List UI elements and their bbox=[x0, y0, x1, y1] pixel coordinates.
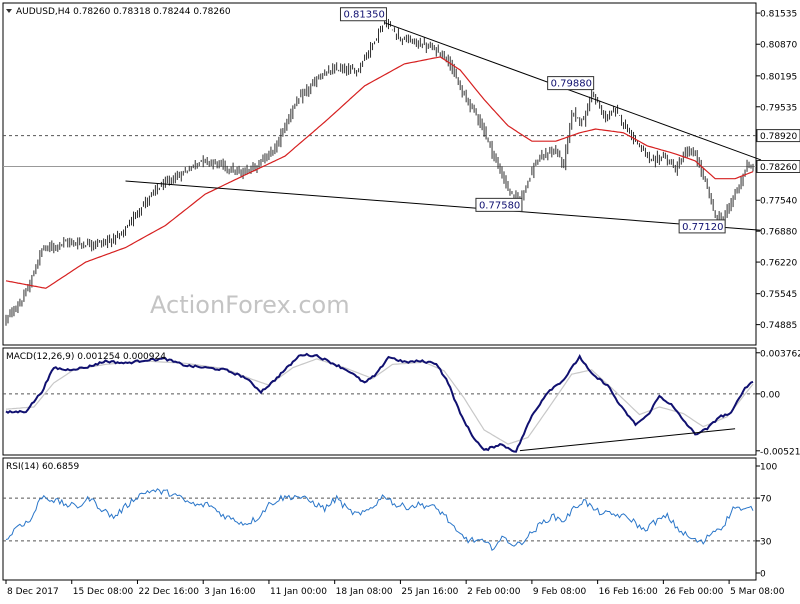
x-tick-label-1: 15 Dec 08:00 bbox=[73, 587, 134, 597]
macd-signal-line bbox=[5, 358, 754, 445]
x-axis: 8 Dec 2017 15 Dec 08:00 22 Dec 16:00 3 Jan … bbox=[5, 580, 785, 597]
macd-pane-frame bbox=[2, 347, 757, 456]
price-y-axis: 0.81535 0.80870 0.80195 0.79535 0.78920 0.782… bbox=[756, 10, 800, 331]
macd-y-tick-label-2: -0.005216 bbox=[760, 447, 800, 457]
price-y-tick-label-10: 0.74885 bbox=[760, 321, 797, 331]
moving-average-line bbox=[5, 56, 754, 289]
price-y-tick-label-4: 0.78920 bbox=[760, 132, 797, 142]
x-tick-label-10: 26 Feb 00:00 bbox=[664, 587, 723, 597]
macd-pane: MACD(12,26,9) 0.001254 0.000924 0.003762 0… bbox=[3, 349, 800, 457]
annotation-label-3: 0.77120 bbox=[682, 222, 723, 233]
macd-trendline bbox=[519, 428, 736, 452]
annotation-box-0 bbox=[339, 7, 387, 22]
rsi-y-tick-label-2: 30 bbox=[760, 537, 772, 547]
price-trendline-0 bbox=[384, 22, 762, 161]
x-tick-label-2: 22 Dec 16:00 bbox=[138, 587, 199, 597]
annotation-box-2 bbox=[475, 197, 523, 212]
price-y-tick-label-1: 0.80870 bbox=[760, 41, 797, 51]
macd-title: MACD(12,26,9) 0.001254 0.000924 bbox=[6, 352, 166, 362]
macd-main-line bbox=[5, 352, 754, 453]
x-tick-label-7: 2 Feb 00:00 bbox=[467, 587, 521, 597]
price-y-tick-label-0: 0.81535 bbox=[760, 10, 797, 20]
rsi-y-tick-label-1: 70 bbox=[760, 495, 772, 505]
x-tick-label-8: 9 Feb 08:00 bbox=[533, 587, 587, 597]
price-trendline-1 bbox=[125, 180, 762, 231]
header-dropdown-icon bbox=[6, 9, 12, 13]
header-symbol-line: AUDUSD,H4 0.78260 0.78318 0.78244 0.7826… bbox=[16, 7, 231, 17]
price-y-tick-label-3: 0.79535 bbox=[760, 103, 797, 113]
x-tick-label-0: 8 Dec 2017 bbox=[7, 587, 59, 597]
price-y-tick-label-6: 0.77540 bbox=[760, 197, 797, 207]
x-tick-label-6: 25 Jan 16:00 bbox=[401, 587, 458, 597]
price-y-tick-label-2: 0.80195 bbox=[760, 72, 797, 82]
rsi-pane: RSI(14) 60.6859 100 70 30 0 bbox=[3, 462, 777, 580]
price-y-tick-label-7: 0.76880 bbox=[760, 228, 797, 238]
price-y-tick-label-5: 0.78260 bbox=[760, 163, 797, 173]
rsi-line bbox=[5, 488, 754, 551]
macd-y-tick-label-0: 0.003762 bbox=[760, 349, 800, 359]
x-tick-label-5: 18 Jan 08:00 bbox=[336, 587, 393, 597]
rsi-title: RSI(14) 60.6859 bbox=[6, 462, 79, 472]
x-tick-label-3: 3 Jan 16:00 bbox=[204, 587, 256, 597]
x-tick-label-4: 11 Jan 00:00 bbox=[270, 587, 327, 597]
annotation-label-0: 0.81350 bbox=[343, 10, 384, 21]
price-pane-frame bbox=[2, 2, 757, 346]
annotation-label-2: 0.77580 bbox=[479, 200, 520, 211]
rsi-pane-frame bbox=[2, 457, 757, 581]
annotation-label-1: 0.79880 bbox=[551, 79, 592, 90]
rsi-y-tick-label-0: 100 bbox=[760, 463, 777, 473]
watermark-text: ActionForex.com bbox=[150, 291, 350, 319]
price-y-highlight-box-5 bbox=[756, 160, 800, 174]
rsi-y-tick-label-3: 0 bbox=[760, 570, 766, 580]
annotation-box-3 bbox=[678, 219, 726, 234]
x-tick-label-11: 5 Mar 08:00 bbox=[730, 587, 785, 597]
price-y-highlight-box-4 bbox=[756, 129, 800, 143]
price-pane: ActionForex.com 0.81350 0.79880 0.77580 0.77… bbox=[3, 7, 762, 326]
annotation-box-1 bbox=[547, 76, 595, 91]
price-y-tick-label-8: 0.76220 bbox=[760, 259, 797, 269]
macd-y-tick-label-1: 0.00 bbox=[760, 390, 780, 400]
price-bars bbox=[5, 17, 754, 326]
price-y-tick-label-9: 0.75545 bbox=[760, 290, 797, 300]
x-tick-label-9: 16 Feb 16:00 bbox=[599, 587, 658, 597]
